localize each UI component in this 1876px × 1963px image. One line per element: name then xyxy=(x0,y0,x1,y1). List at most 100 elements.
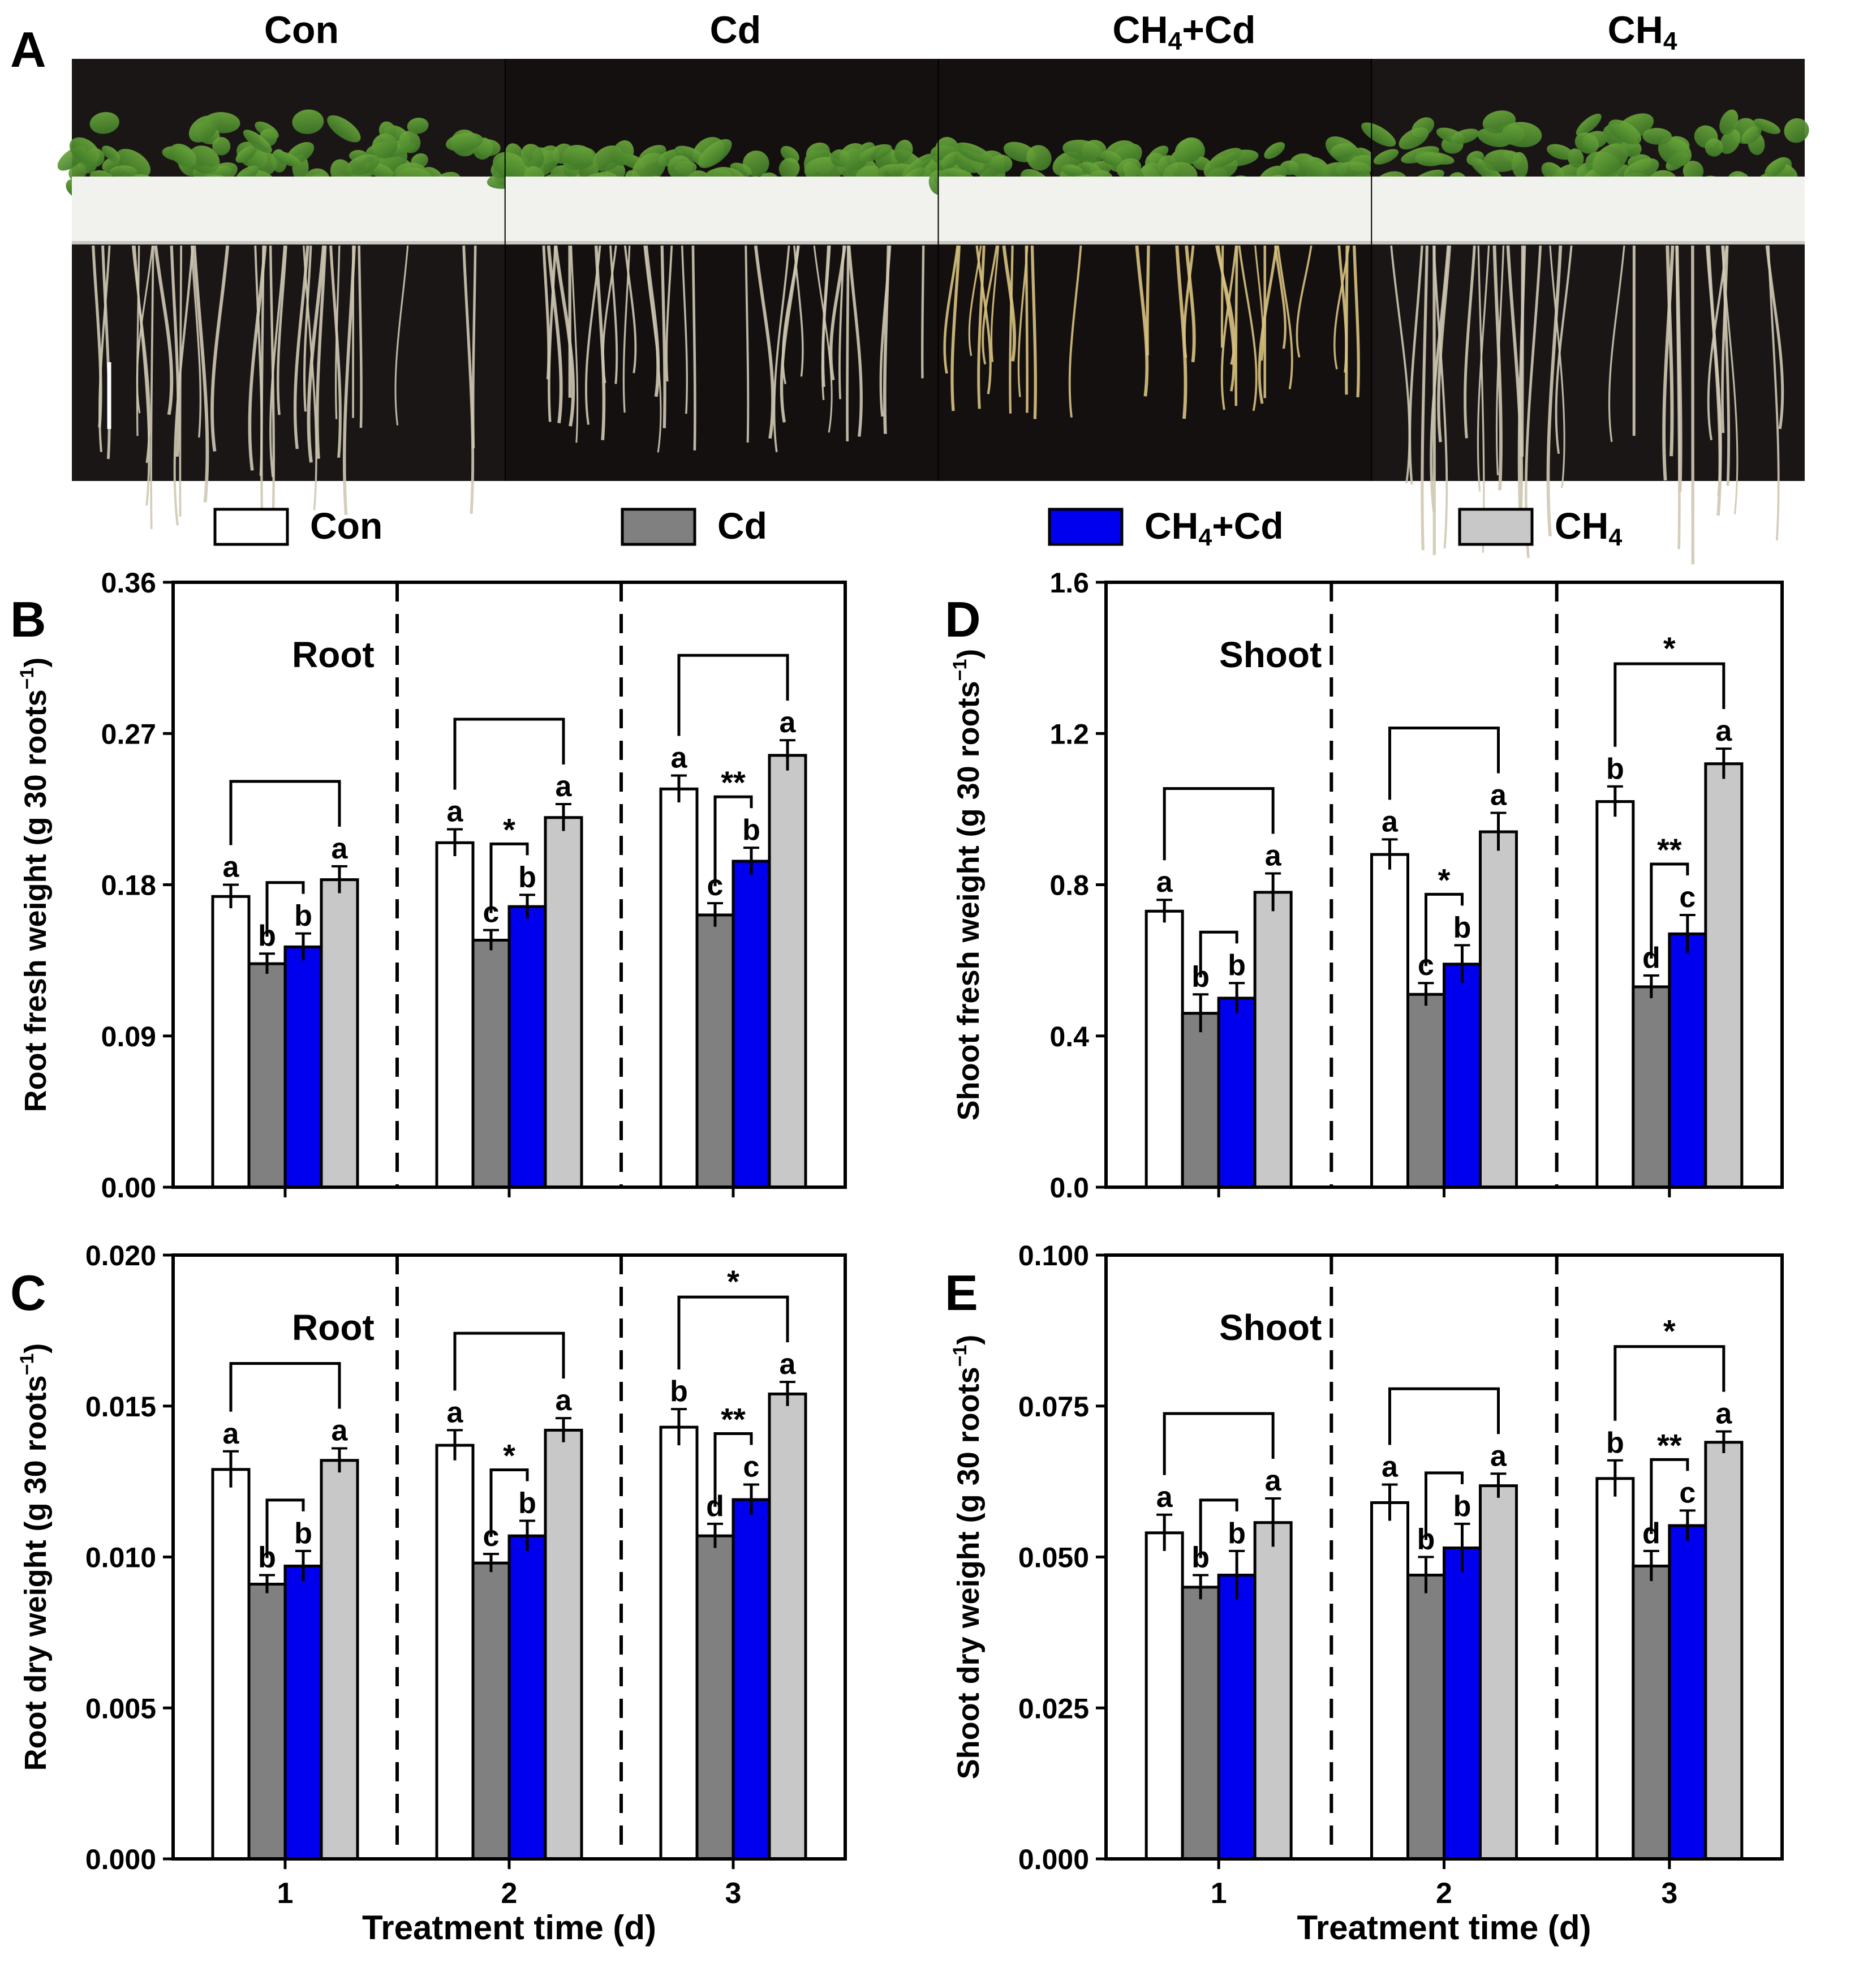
y-axis-label: Root dry weight (g 30 roots−1) xyxy=(16,1343,53,1771)
significance-letter: a xyxy=(223,851,240,884)
inner-comparison-bracket xyxy=(1199,1498,1238,1558)
y-tick-label: 0.8 xyxy=(1049,870,1089,901)
root-strand xyxy=(1721,245,1729,433)
inner-significance-star: ** xyxy=(721,764,746,800)
bar-ch4cd-day1 xyxy=(283,1565,323,1861)
root-strand xyxy=(623,245,637,373)
x-tick-label: 3 xyxy=(725,1877,742,1910)
leaf xyxy=(493,152,528,180)
leaf xyxy=(407,117,429,134)
significance-letter: a xyxy=(780,706,797,739)
chart-panel-c: C0.0000.0050.0100.0150.020abba1acba*2bdc… xyxy=(10,1240,847,1947)
legend-label-con: Con xyxy=(310,505,382,547)
leaf xyxy=(1642,128,1672,145)
plot-frame xyxy=(171,1253,847,1861)
root-strand xyxy=(554,245,575,427)
plot-frame xyxy=(171,581,847,1189)
leaf xyxy=(1335,161,1371,179)
root-strand xyxy=(1274,245,1286,349)
root-strand xyxy=(1183,245,1195,358)
significance-letter: b xyxy=(518,861,536,894)
y-tick-label: 0.000 xyxy=(85,1844,156,1875)
inner-significance-star: * xyxy=(1438,862,1451,897)
root-strand xyxy=(609,245,618,384)
inner-comparison-bracket xyxy=(265,881,305,937)
root-strand xyxy=(793,245,804,377)
bar-cd-day3 xyxy=(1632,1565,1671,1861)
leaf xyxy=(989,154,1013,173)
significance-letter: a xyxy=(1265,839,1282,872)
root-strand xyxy=(1546,245,1563,536)
leaf xyxy=(109,165,137,178)
root-strand xyxy=(990,245,1000,362)
significance-letter: a xyxy=(556,770,573,803)
leaf xyxy=(778,158,800,179)
leaf xyxy=(1753,118,1780,134)
root-strand xyxy=(547,245,563,424)
panel-a: A Con Cd CH4+Cd CH4 xyxy=(10,8,1809,565)
photo-label: CH4+Cd xyxy=(1112,8,1255,55)
outer-comparison-bracket xyxy=(453,1331,565,1391)
inner-significance-star: * xyxy=(503,1437,515,1473)
roots-group xyxy=(92,245,477,529)
leaf xyxy=(188,145,220,174)
label-main: CH xyxy=(1144,505,1198,547)
leaf xyxy=(878,164,903,177)
root-strand xyxy=(821,245,831,401)
root-strand xyxy=(846,245,850,441)
leaf xyxy=(327,115,361,143)
outer-comparison-bracket xyxy=(1613,1345,1726,1421)
bar-ch4-day2 xyxy=(1479,1484,1518,1861)
y-tick-label: 0.0 xyxy=(1049,1172,1089,1204)
inset-title: Root xyxy=(292,634,375,675)
y-axis-label-sup: −1 xyxy=(16,1354,38,1376)
y-axis-label-tail: ) xyxy=(952,649,986,659)
significance-letter: a xyxy=(556,1384,573,1417)
leaf xyxy=(894,140,913,162)
y-tick-label: 0.025 xyxy=(1018,1693,1089,1724)
root-strand xyxy=(269,245,276,516)
legend-swatch-cd xyxy=(621,508,696,546)
y-axis-label-main: Shoot dry weight (g 30 roots xyxy=(952,1367,986,1779)
leaf xyxy=(1719,129,1741,154)
root-strand xyxy=(260,245,265,512)
bar-cd-day2 xyxy=(1406,993,1445,1189)
bar-cd-day3 xyxy=(695,1534,735,1861)
leaf xyxy=(1592,143,1629,175)
panel-letter: E xyxy=(945,1265,978,1321)
leaf xyxy=(243,130,272,153)
panel-letter-a: A xyxy=(10,22,46,78)
root-strand xyxy=(329,245,342,458)
bar-con-day1 xyxy=(211,1468,251,1861)
root-strand xyxy=(950,245,961,411)
root-strand xyxy=(1767,245,1780,541)
leaf xyxy=(1511,152,1529,179)
root-strand xyxy=(570,245,579,443)
roots-group xyxy=(943,245,1360,419)
root-strand xyxy=(342,245,356,516)
foam-support xyxy=(1371,177,1805,243)
outer-comparison-bracket xyxy=(1163,1412,1275,1475)
bar-ch4-day1 xyxy=(1253,891,1293,1189)
root-strand xyxy=(1353,245,1360,398)
leaf xyxy=(101,145,121,162)
roots-group xyxy=(542,245,925,453)
root-strand xyxy=(1492,245,1503,491)
y-tick-label: 0.18 xyxy=(101,870,156,901)
leaf xyxy=(1415,152,1444,166)
root-strand xyxy=(1495,245,1505,475)
significance-letter: b xyxy=(1228,1517,1246,1550)
inner-comparison-bracket xyxy=(489,842,529,913)
x-tick-label: 3 xyxy=(1661,1877,1677,1910)
leaf xyxy=(1373,149,1399,165)
bar-con-day2 xyxy=(435,1444,475,1861)
root-strand xyxy=(1408,245,1423,485)
y-tick-label: 0.020 xyxy=(85,1240,156,1272)
leaf xyxy=(399,131,421,153)
root-strand xyxy=(358,245,363,428)
plot-frame xyxy=(1104,581,1784,1189)
outer-significance-star: * xyxy=(1663,630,1676,666)
leaf xyxy=(1061,164,1083,177)
chart-panel-e: E0.0000.0250.0500.0750.100abba1abba2bdca… xyxy=(945,1240,1784,1947)
